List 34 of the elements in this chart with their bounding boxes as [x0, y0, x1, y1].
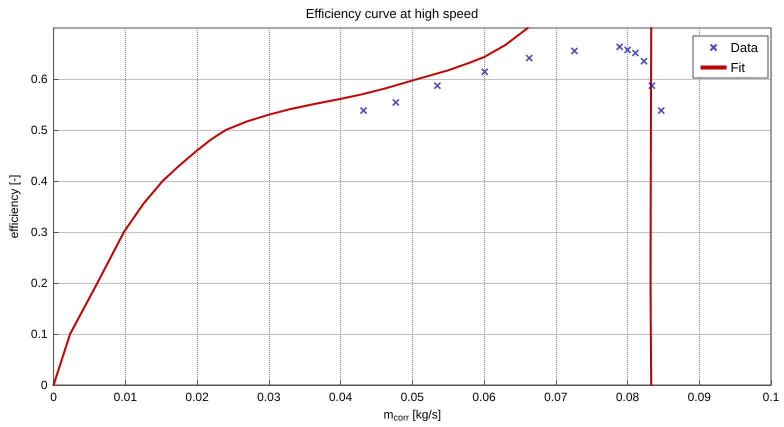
point — [616, 43, 624, 51]
y-tick-label: 0.1 — [30, 327, 48, 341]
x-tick-label: 0.06 — [472, 390, 496, 404]
legend-label: Fit — [730, 60, 746, 75]
legend-label: Data — [730, 40, 759, 55]
x-tick-label: 0.01 — [114, 390, 138, 404]
point — [525, 54, 534, 62]
point — [480, 68, 489, 76]
x-tick-label: 0.09 — [688, 390, 712, 404]
point — [434, 82, 442, 90]
y-tick-label: 0.5 — [30, 123, 48, 137]
y-tick-label: 0.6 — [30, 72, 48, 86]
point — [640, 57, 648, 65]
y-tick-label: 0.4 — [30, 174, 48, 188]
x-tick-label: 0.07 — [544, 390, 568, 404]
point — [360, 106, 368, 114]
x-tick-label: 0.02 — [185, 390, 210, 404]
point — [632, 49, 640, 57]
x-tick-label: 0.05 — [400, 390, 424, 404]
y-tick-label: 0.3 — [30, 225, 48, 239]
y-tick-label: 0.2 — [30, 276, 48, 290]
x-tick-label: 0 — [50, 390, 58, 404]
x-tick-label: 0.04 — [328, 390, 353, 404]
x-tick-label: 0.1 — [762, 390, 780, 404]
point — [624, 46, 632, 54]
point — [657, 106, 666, 114]
x-tick-label: 0.03 — [257, 390, 281, 404]
x-tick-label: 0.08 — [616, 390, 640, 404]
y-tick-label: 0 — [40, 378, 48, 392]
chart-title: Efficiency curve at high speed — [306, 6, 478, 21]
point — [570, 47, 578, 55]
point — [648, 82, 656, 90]
y-axis-title: efficiency [-] — [7, 174, 21, 238]
point — [392, 98, 400, 106]
